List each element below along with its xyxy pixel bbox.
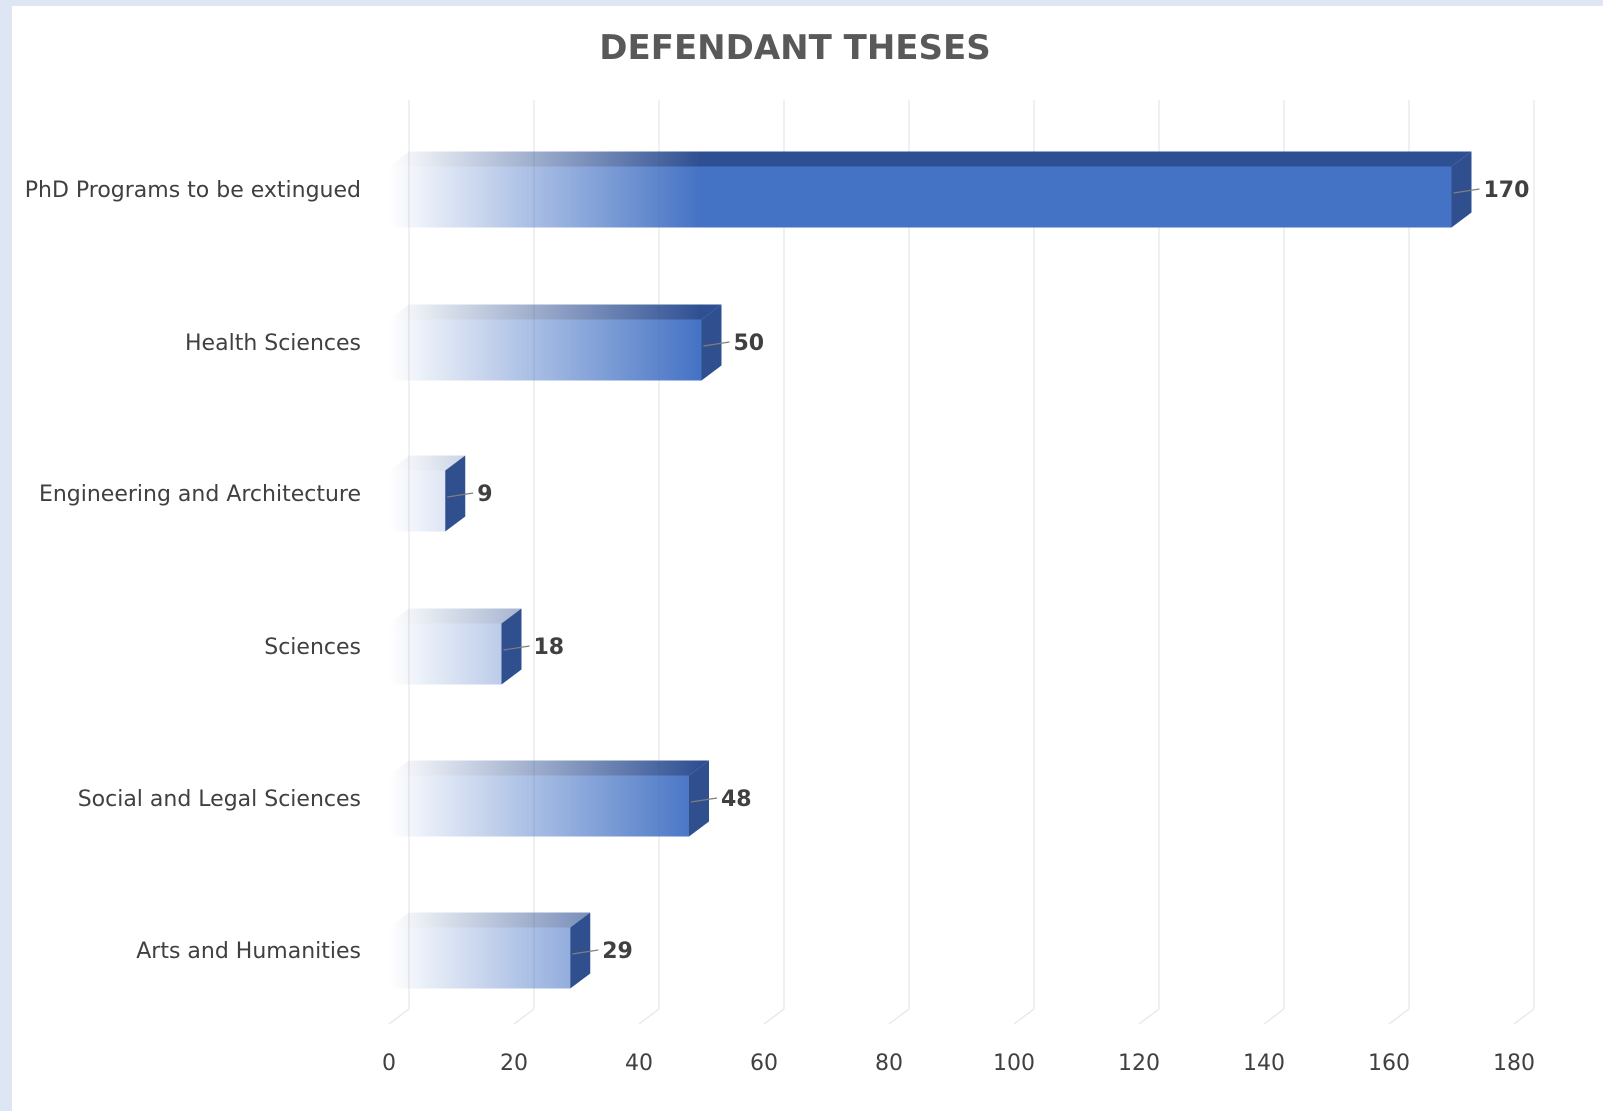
bar-side-face [689, 760, 709, 837]
bar-side-face [701, 304, 722, 381]
bar-top-face [389, 304, 722, 320]
x-tick-label: 40 [625, 1051, 653, 1076]
data-label-leader [690, 797, 718, 803]
bar-side-face [1451, 151, 1472, 228]
bar-side-face [570, 912, 591, 989]
bar-top-face [389, 455, 466, 471]
bar-top-face [389, 912, 591, 928]
data-label-leader [503, 645, 530, 651]
gridline-floor [888, 1008, 910, 1025]
x-tick-label: 140 [1243, 1051, 1285, 1076]
bar-top-face [389, 151, 1472, 167]
data-label: 48 [721, 787, 752, 812]
data-label-leader [572, 949, 599, 955]
data-label: 9 [477, 482, 492, 507]
labels: 0 20 40 60 80 100 120 140 160 180 170 PhD Programs … [25, 178, 1535, 1076]
gridline-floor [388, 1008, 410, 1025]
bar [389, 912, 591, 989]
x-tick-label: 180 [1493, 1051, 1535, 1076]
bar-chart: 0 20 40 60 80 100 120 140 160 180 170 PhD Programs … [25, 28, 1535, 1076]
gridline-floor [638, 1008, 660, 1025]
bars [389, 151, 1472, 989]
gridline-floor [1263, 1008, 1285, 1025]
bar-front-face [389, 470, 446, 532]
bar-front-face [389, 623, 502, 685]
category-label: PhD Programs to be extingued [25, 178, 361, 203]
data-label: 29 [602, 939, 633, 964]
gridline-floor [513, 1008, 535, 1025]
bar-front-face [389, 166, 1452, 228]
gridline-floor [1138, 1008, 1160, 1025]
bar-side-face [501, 608, 522, 685]
bar-front-face [389, 775, 689, 837]
category-label: Social and Legal Sciences [78, 787, 361, 812]
x-tick-label: 120 [1118, 1051, 1160, 1076]
bar [389, 608, 522, 685]
bar-top-face [389, 760, 709, 776]
x-tick-label: 20 [500, 1051, 528, 1076]
chart-frame: 0 20 40 60 80 100 120 140 160 180 170 PhD Programs … [12, 6, 1603, 1111]
bar-top-face [389, 608, 522, 624]
x-tick-label: 60 [750, 1051, 778, 1076]
data-label: 170 [1484, 178, 1530, 203]
x-tick-label: 80 [875, 1051, 903, 1076]
bar-front-face [389, 319, 702, 381]
category-label: Engineering and Architecture [39, 482, 361, 507]
gridline-floor [1013, 1008, 1035, 1025]
gridlines [388, 100, 1535, 1025]
gridline-floor [763, 1008, 785, 1025]
gridline-floor [1388, 1008, 1410, 1025]
bar [389, 304, 722, 381]
category-label: Arts and Humanities [136, 939, 361, 964]
data-label: 50 [734, 331, 765, 356]
category-label: Health Sciences [185, 331, 361, 356]
chart-title: DEFENDANT THESES [599, 28, 990, 68]
data-label: 18 [534, 635, 565, 660]
bar [389, 760, 709, 837]
bar-side-face [445, 455, 466, 532]
x-tick-label: 0 [382, 1051, 396, 1076]
category-label: Sciences [264, 635, 361, 660]
x-tick-label: 100 [993, 1051, 1035, 1076]
data-label-leader [1453, 188, 1480, 194]
bar [389, 151, 1472, 228]
x-tick-label: 160 [1368, 1051, 1410, 1076]
bar [389, 455, 466, 532]
data-label-leader [703, 341, 730, 347]
bar-front-face [389, 927, 571, 989]
gridline-floor [1513, 1008, 1535, 1025]
data-label-leader [447, 492, 474, 498]
